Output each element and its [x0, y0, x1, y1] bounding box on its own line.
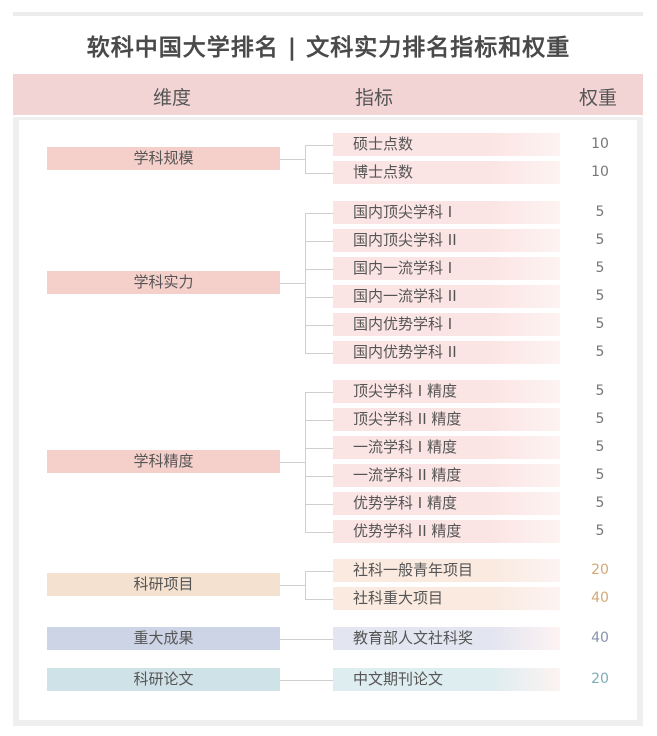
indicator-box: 优势学科 I 精度	[333, 492, 560, 515]
indicator-box: 中文期刊论文	[333, 668, 560, 691]
connector-line	[305, 212, 306, 353]
weight-value: 20	[591, 562, 609, 578]
connector-line	[280, 584, 305, 586]
connector-line	[305, 391, 333, 393]
dimension-box: 学科实力	[47, 271, 280, 294]
connector-line	[305, 503, 333, 505]
indicator-box: 优势学科 II 精度	[333, 520, 560, 543]
weight-value: 5	[595, 411, 605, 427]
connector-line	[305, 352, 333, 354]
indicator-box: 教育部人文社科奖	[333, 627, 560, 650]
indicator-box: 国内一流学科 I	[333, 257, 560, 280]
connector-line	[305, 296, 333, 298]
weight-value: 10	[591, 136, 609, 152]
connector-line	[305, 144, 333, 146]
weight-value: 20	[591, 671, 609, 687]
top-divider	[13, 12, 643, 16]
weight-value: 5	[595, 204, 605, 220]
table-header: 维度 指标 权重	[13, 74, 643, 115]
indicator-box: 国内顶尖学科 I	[333, 201, 560, 224]
indicator-box: 国内一流学科 II	[333, 285, 560, 308]
weight-value: 40	[591, 630, 609, 646]
header-indicator: 指标	[355, 87, 394, 109]
connector-line	[305, 531, 333, 533]
weight-value: 5	[595, 316, 605, 332]
indicator-box: 社科一般青年项目	[333, 559, 560, 582]
connector-line	[305, 324, 333, 326]
connector-line	[280, 461, 305, 463]
weight-value: 5	[595, 344, 605, 360]
dimension-box: 科研项目	[47, 573, 280, 596]
connector-line	[305, 447, 333, 449]
indicator-box: 顶尖学科 I 精度	[333, 380, 560, 403]
dimension-box: 重大成果	[47, 627, 280, 650]
weight-value: 5	[595, 260, 605, 276]
connector-line	[305, 570, 306, 599]
connector-line	[305, 570, 333, 572]
weight-value: 5	[595, 232, 605, 248]
connector-line	[305, 419, 333, 421]
indicator-box: 一流学科 II 精度	[333, 464, 560, 487]
connector-line	[305, 172, 333, 174]
weight-value: 5	[595, 439, 605, 455]
page-title: 软科中国大学排名 | 文科实力排名指标和权重	[86, 35, 571, 61]
weight-value: 5	[595, 288, 605, 304]
indicator-box: 国内优势学科 I	[333, 313, 560, 336]
indicator-box: 硕士点数	[333, 133, 560, 156]
weight-value: 5	[595, 467, 605, 483]
header-weight: 权重	[579, 87, 618, 109]
connector-line	[280, 282, 305, 284]
weight-value: 5	[595, 383, 605, 399]
connector-line	[305, 240, 333, 242]
dimension-box: 学科精度	[47, 450, 280, 473]
connector-line	[305, 268, 333, 270]
connector-line	[305, 144, 306, 173]
connector-line	[305, 475, 333, 477]
indicator-box: 顶尖学科 II 精度	[333, 408, 560, 431]
header-dimension: 维度	[153, 87, 192, 109]
dimension-box: 学科规模	[47, 147, 280, 170]
weight-value: 40	[591, 590, 609, 606]
weight-value: 10	[591, 164, 609, 180]
weight-value: 5	[595, 495, 605, 511]
dimension-box: 科研论文	[47, 668, 280, 691]
weight-value: 5	[595, 523, 605, 539]
indicator-box: 一流学科 I 精度	[333, 436, 560, 459]
indicator-box: 国内顶尖学科 II	[333, 229, 560, 252]
connector-line	[280, 679, 333, 681]
connector-line	[280, 638, 333, 640]
connector-line	[305, 391, 306, 532]
indicator-box: 社科重大项目	[333, 587, 560, 610]
indicator-box: 国内优势学科 II	[333, 341, 560, 364]
connector-line	[280, 158, 305, 160]
indicator-box: 博士点数	[333, 161, 560, 184]
connector-line	[305, 598, 333, 600]
connector-line	[305, 212, 333, 214]
